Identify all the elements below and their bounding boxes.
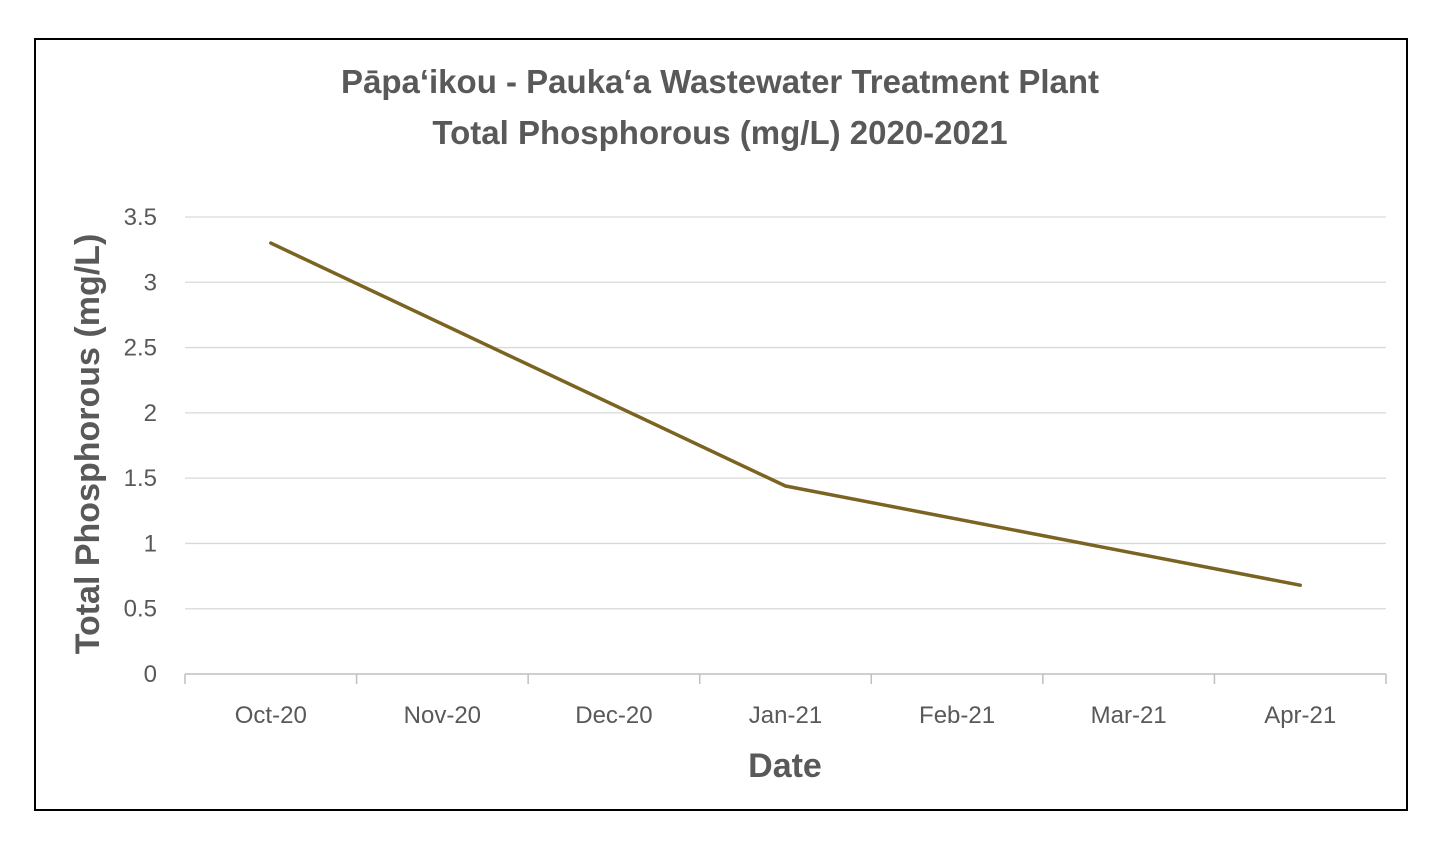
y-tick-label: 0 xyxy=(144,661,157,688)
x-tick-label: Jan-21 xyxy=(749,702,822,729)
gridlines xyxy=(185,216,1386,610)
x-tick-label: Nov-20 xyxy=(404,702,481,729)
x-tick-label: Apr-21 xyxy=(1264,702,1336,729)
chart-frame xyxy=(34,38,1408,811)
x-tick-label: Feb-21 xyxy=(919,702,995,729)
chart-title: Pāpaʻikou - Paukaʻa Wastewater Treatment… xyxy=(341,63,1099,151)
x-axis-tick-labels: Oct-20 Nov-20 Dec-20 Jan-21 Feb-21 Mar-21 Apr-… xyxy=(235,702,1336,729)
x-tick-label: Oct-20 xyxy=(235,702,307,729)
x-axis-title: Date xyxy=(748,747,822,785)
x-tick-label: Dec-20 xyxy=(575,702,652,729)
y-axis-title: Total Phosphorous (mg/L) xyxy=(69,234,107,655)
y-tick-label: 0.5 xyxy=(124,596,157,623)
x-axis xyxy=(184,673,1387,684)
y-axis-tick-labels: 0 0.5 1 1.5 2 2.5 3 3.5 xyxy=(124,204,157,688)
x-tick-label: Mar-21 xyxy=(1091,702,1167,729)
y-tick-label: 3 xyxy=(144,269,157,296)
series-group xyxy=(269,241,1302,587)
y-tick-label: 1 xyxy=(144,530,157,557)
chart-title-line-2: Total Phosphorous (mg/L) 2020-2021 xyxy=(432,114,1007,151)
y-tick-label: 2 xyxy=(144,400,157,427)
y-tick-label: 1.5 xyxy=(124,465,157,492)
series-line-1 xyxy=(269,241,1302,587)
y-tick-label: 2.5 xyxy=(124,335,157,362)
y-tick-label: 3.5 xyxy=(124,204,157,231)
chart-title-line-1: Pāpaʻikou - Paukaʻa Wastewater Treatment… xyxy=(341,63,1099,100)
